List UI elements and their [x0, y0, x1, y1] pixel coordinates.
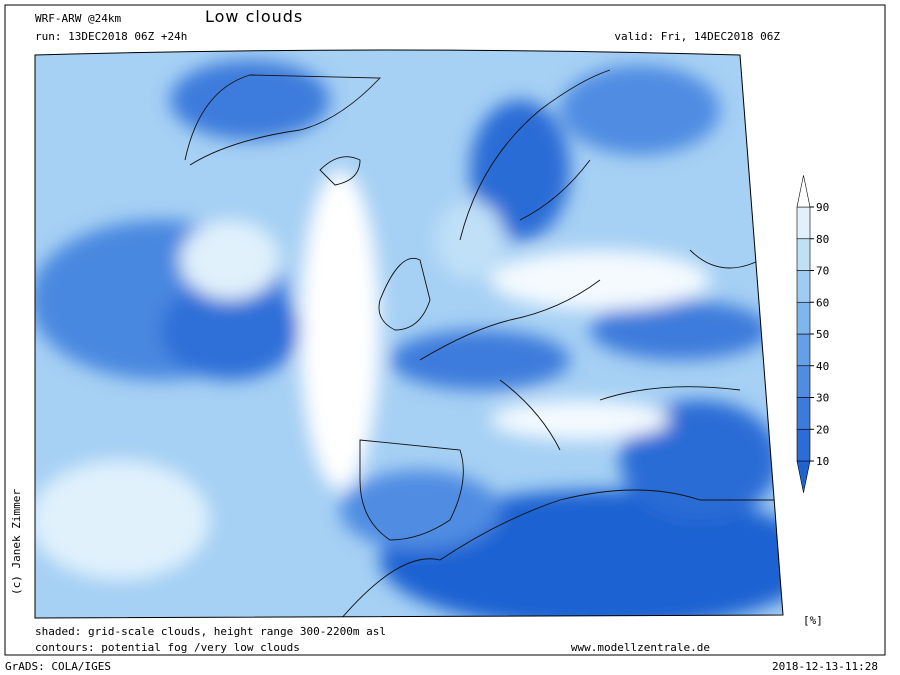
map-border — [34, 49, 784, 619]
timestamp: 2018-12-13-11:28 — [772, 660, 878, 673]
software: GrADS: COLA/IGES — [5, 660, 111, 673]
colorbar-label: 20 — [816, 423, 829, 436]
colorbar-segment — [796, 301, 811, 335]
title: Low clouds — [205, 7, 303, 26]
colorbar-segment — [796, 397, 811, 430]
shaded-note: shaded: grid-scale clouds, height range … — [35, 625, 386, 638]
colorbar-end — [796, 175, 811, 208]
run: run: 13DEC2018 06Z +24h — [35, 30, 187, 43]
valid: valid: Fri, 14DEC2018 06Z — [614, 30, 780, 43]
colorbar-label: 10 — [816, 455, 829, 468]
colorbar-label: 80 — [816, 233, 829, 246]
colorbar: 10 20 30 40 50 60 70 80 90 — [796, 175, 829, 493]
unit: [%] — [803, 614, 823, 627]
copyright: (c) Janek Zimmer — [10, 489, 23, 595]
colorbar-label: 90 — [816, 201, 829, 214]
website: www.modellzentrale.de — [571, 641, 710, 654]
colorbar-label: 50 — [816, 328, 829, 341]
colorbar-segment — [796, 428, 811, 462]
map — [35, 50, 783, 618]
colorbar-segment — [796, 206, 811, 240]
colorbar-label: 60 — [816, 296, 829, 309]
colorbar-label: 30 — [816, 392, 829, 405]
colorbar-label: 40 — [816, 360, 829, 373]
colorbar-segment — [796, 270, 811, 303]
colorbar-segment — [796, 365, 811, 398]
colorbar-segment — [796, 238, 811, 271]
colorbar-segment — [796, 333, 811, 367]
model: WRF-ARW @24km — [35, 12, 121, 25]
colorbar-end — [796, 460, 811, 493]
colorbar-label: 70 — [816, 265, 829, 278]
contours-note: contours: potential fog /very low clouds — [35, 641, 300, 654]
frame — [4, 4, 886, 656]
